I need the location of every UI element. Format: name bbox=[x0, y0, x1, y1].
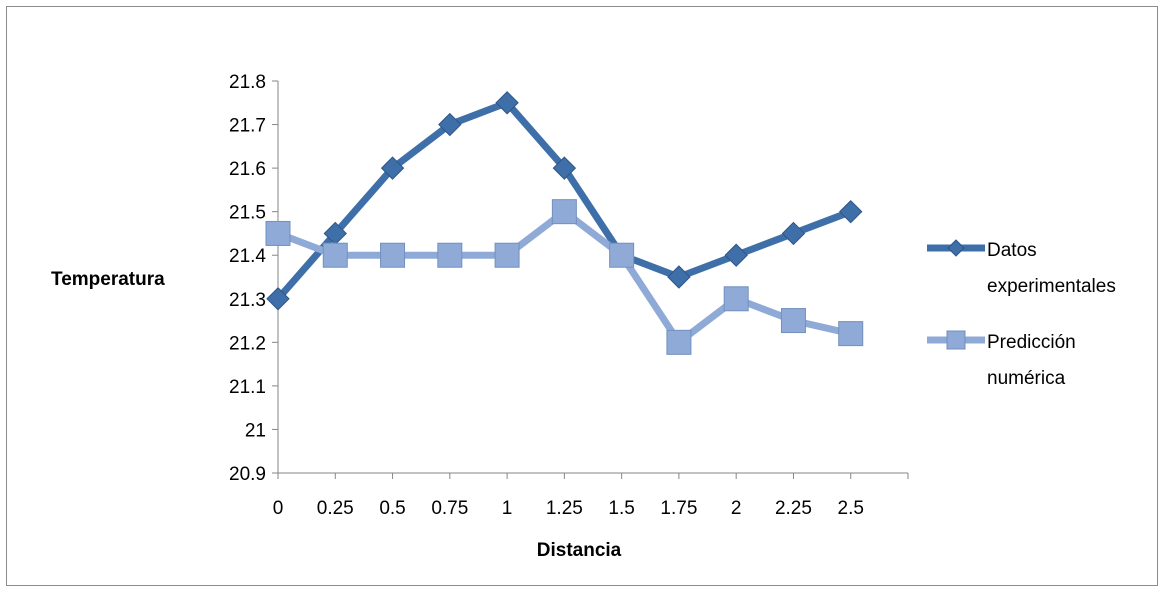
data-point bbox=[265, 220, 291, 246]
series-line-prediccion-numerica bbox=[274, 208, 855, 346]
legend-label: numérica bbox=[987, 368, 1066, 389]
data-point bbox=[781, 221, 806, 246]
y-tick-label: 20.9 bbox=[229, 464, 266, 485]
x-tick-label: 0.5 bbox=[379, 498, 405, 519]
series-lines bbox=[265, 91, 864, 355]
data-point bbox=[438, 112, 462, 137]
x-tick-label: 1 bbox=[502, 498, 513, 519]
x-tick-label: 2.5 bbox=[838, 498, 864, 519]
y-tick-label: 21.3 bbox=[229, 290, 266, 311]
x-tick-label: 1.25 bbox=[546, 498, 583, 519]
legend-label: experimentales bbox=[987, 276, 1116, 297]
y-tick-label: 21.4 bbox=[229, 246, 266, 267]
chart-frame: 20.9 21 21.1 21.2 21.3 21.4 21.5 21.6 21.7 21.8 0 0… bbox=[6, 6, 1158, 586]
data-point bbox=[723, 286, 749, 312]
data-point bbox=[551, 199, 577, 225]
data-point bbox=[839, 199, 863, 224]
legend-marker bbox=[947, 239, 965, 257]
y-tick-label: 21.7 bbox=[229, 116, 266, 137]
data-point bbox=[666, 329, 692, 355]
data-point bbox=[266, 287, 290, 311]
legend: Datos experimentales Predicción numérica bbox=[927, 239, 1116, 389]
axes bbox=[272, 80, 909, 479]
legend-label: Predicción bbox=[987, 332, 1076, 353]
data-point bbox=[780, 308, 806, 334]
x-tick-label: 1.75 bbox=[660, 498, 697, 519]
y-tick-label: 21.2 bbox=[229, 333, 266, 354]
x-tick-label: 0.75 bbox=[431, 498, 468, 519]
x-tick-label: 0.25 bbox=[317, 498, 354, 519]
data-point bbox=[838, 321, 864, 347]
x-tick-label: 2.25 bbox=[775, 498, 812, 519]
y-tick-label: 21.5 bbox=[229, 203, 266, 224]
legend-label: Datos bbox=[987, 240, 1037, 261]
data-point bbox=[495, 91, 519, 115]
data-point bbox=[667, 265, 691, 289]
y-tick-label: 21.8 bbox=[229, 72, 266, 93]
x-tick-label: 0 bbox=[273, 498, 284, 519]
x-axis-title: Distancia bbox=[537, 540, 622, 561]
data-point bbox=[494, 242, 520, 268]
data-point bbox=[552, 156, 577, 180]
data-point bbox=[437, 242, 463, 268]
y-tick-label: 21.1 bbox=[229, 377, 266, 398]
legend-marker bbox=[946, 330, 966, 350]
x-tick-label: 1.5 bbox=[608, 498, 634, 519]
y-axis-title: Temperatura bbox=[51, 269, 165, 290]
x-tick-label: 2 bbox=[731, 498, 742, 519]
data-point bbox=[380, 156, 405, 180]
y-tick-label: 21.6 bbox=[229, 159, 266, 180]
y-tick-label: 21 bbox=[245, 420, 266, 441]
data-point bbox=[322, 242, 348, 268]
data-point bbox=[724, 243, 748, 267]
data-point bbox=[609, 242, 635, 268]
data-point bbox=[380, 242, 406, 268]
